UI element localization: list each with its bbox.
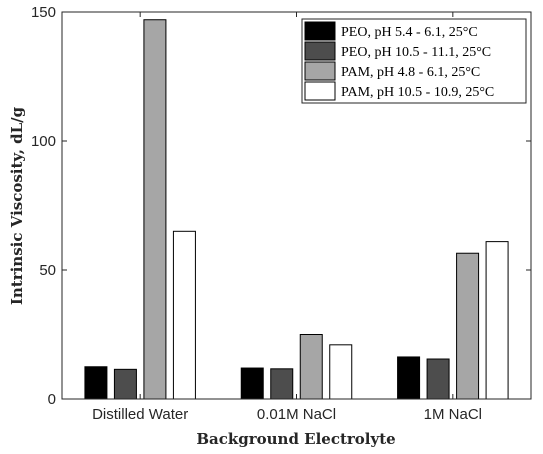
bar [240,367,264,400]
x-tick-label: Distilled Water [92,406,188,423]
x-axis-label: Background Electrolyte [196,430,395,448]
bar [84,366,108,400]
bar [397,356,421,400]
legend-label: PEO, pH 5.4 - 6.1, 25°C [341,25,478,40]
bar [299,334,323,400]
x-tick-label: 0.01M NaCl [257,406,336,423]
y-axis-ticks: 0 50 100 150 [31,4,531,408]
bar [329,344,353,400]
legend: PEO, pH 5.4 - 6.1, 25°C PEO, pH 10.5 - 11… [301,18,527,104]
y-tick-label: 100 [31,133,56,150]
legend-swatch [304,81,336,101]
y-axis-label: Intrinsic Viscosity, dL/g [8,106,26,305]
bar [485,241,509,400]
bar [426,358,450,400]
y-tick-label: 150 [31,4,56,21]
legend-swatch [304,41,336,61]
legend-label: PAM, pH 10.5 - 10.9, 25°C [341,85,494,100]
x-axis-ticks: Distilled Water 0.01M NaCl 1M NaCl [92,12,482,423]
x-tick-label: 1M NaCl [424,406,482,423]
bar [172,230,196,400]
bars-group [84,19,509,400]
bar [113,368,137,400]
bar [270,368,294,400]
bar [143,19,167,400]
legend-box [301,18,527,104]
bar [456,252,480,400]
legend-label: PEO, pH 10.5 - 11.1, 25°C [341,45,491,60]
legend-label: PAM, pH 4.8 - 6.1, 25°C [341,65,480,80]
y-tick-label: 50 [39,262,56,279]
legend-swatch [304,61,336,81]
y-tick-label: 0 [48,391,56,408]
legend-swatch [304,21,336,41]
